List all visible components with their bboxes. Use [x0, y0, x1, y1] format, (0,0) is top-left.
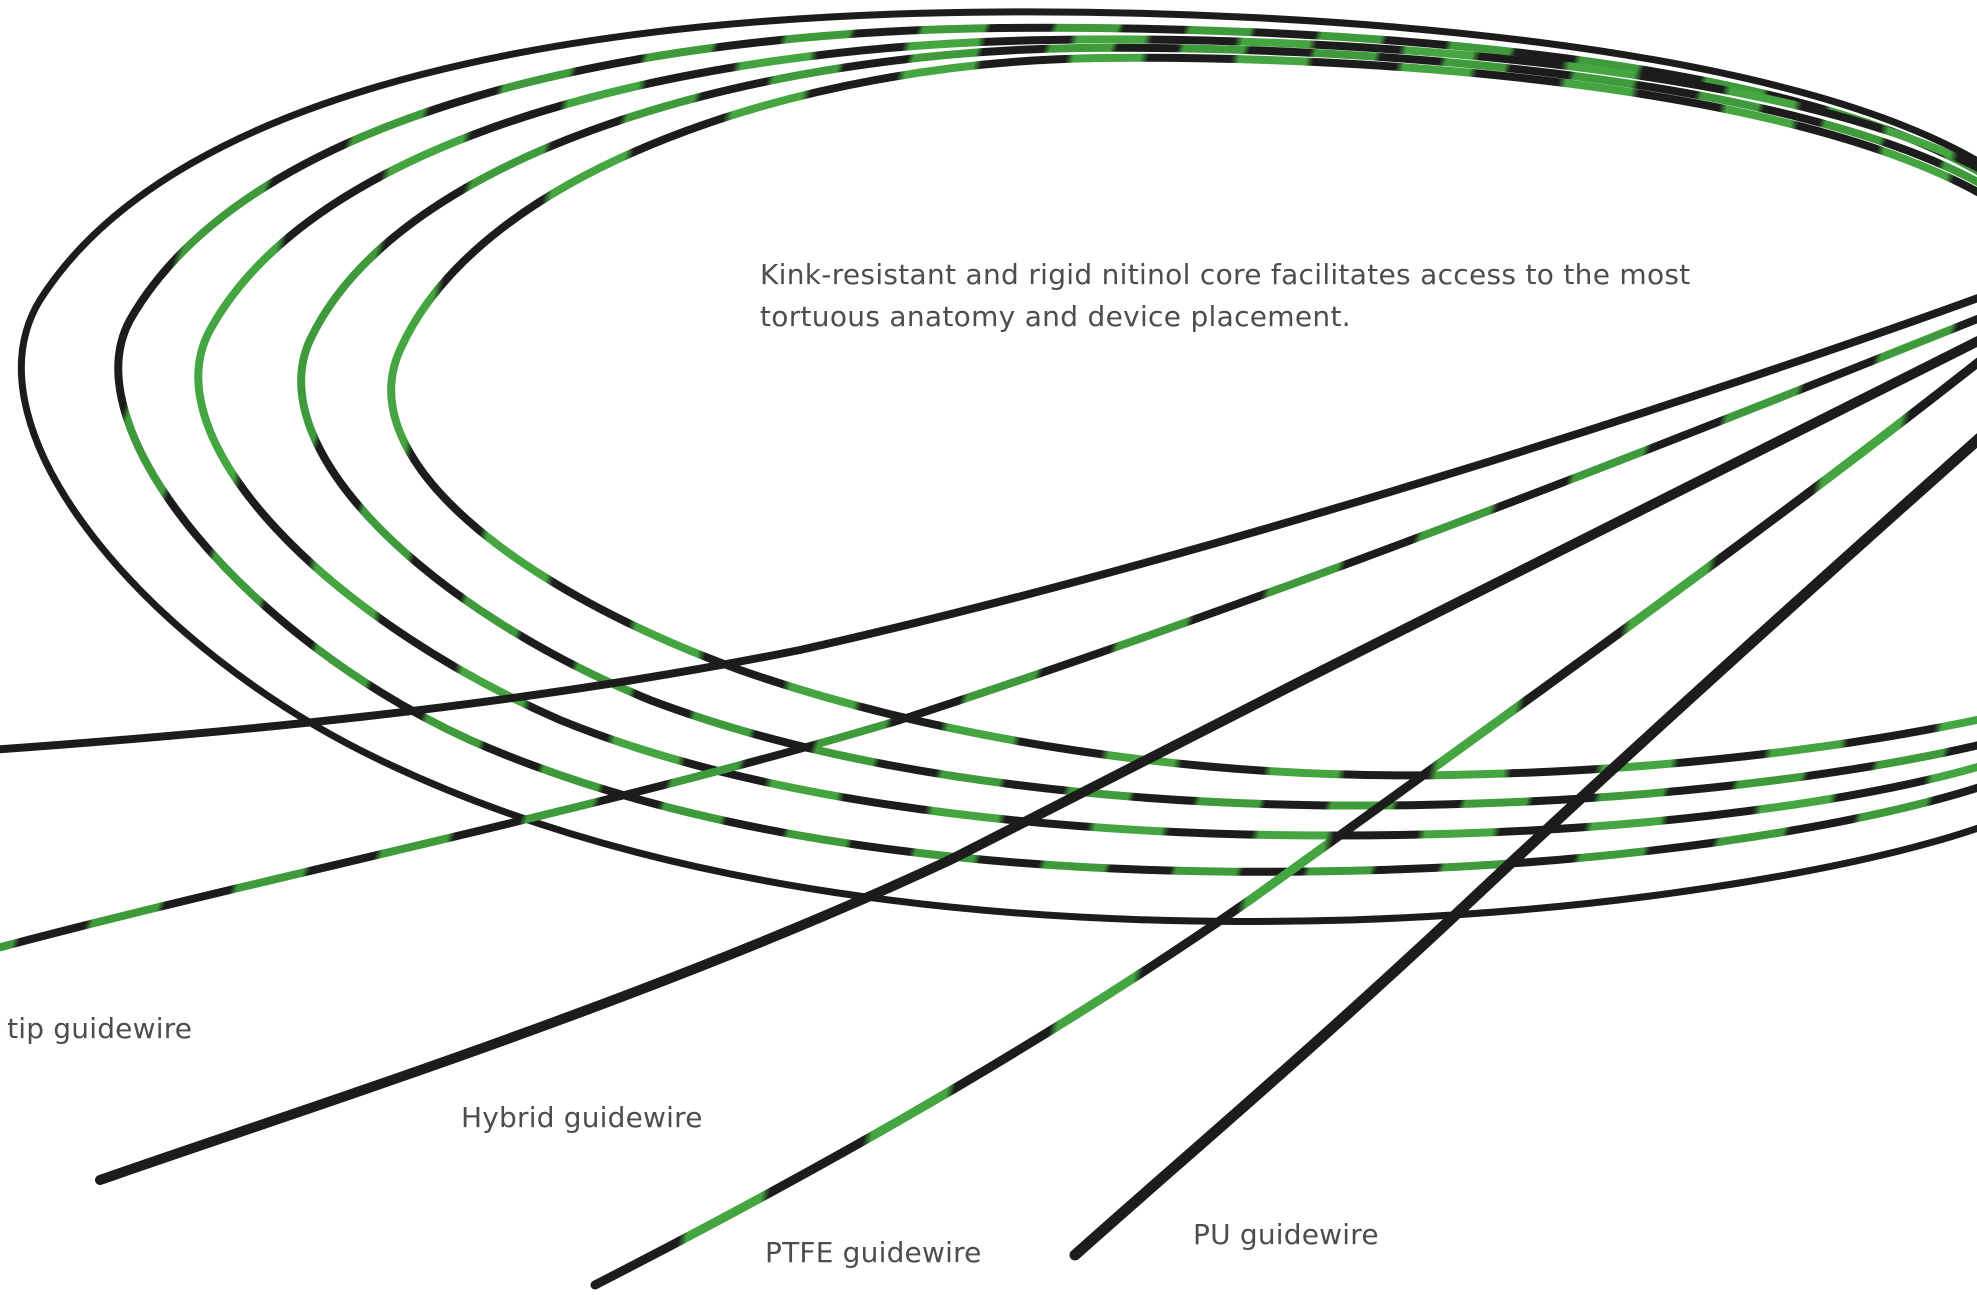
guidewire-tail-green [0, 314, 1977, 952]
description-text: Kink-resistant and rigid nitinol core fa… [760, 254, 1691, 338]
label-hybrid-guidewire: Hybrid guidewire [461, 1101, 703, 1134]
guidewire-tail-pu [1069, 433, 1977, 1261]
guidewire-loop-2 [114, 23, 1977, 876]
guidewire-outer-loop [17, 8, 1977, 925]
guidewire-tail-hybrid [95, 335, 1977, 1185]
label-ptfe-guidewire: PTFE guidewire [765, 1236, 982, 1269]
label-coiled-tip-guidewire: l tip guidewire [0, 1012, 193, 1045]
guidewire-loop-5 [387, 53, 1977, 780]
description-line-1: Kink-resistant and rigid nitinol core fa… [760, 258, 1691, 291]
description-line-2: tortuous anatomy and device placement. [760, 300, 1351, 333]
label-pu-guidewire: PU guidewire [1193, 1218, 1379, 1251]
guidewire-loop-4 [297, 43, 1977, 810]
guidewire-tail-coiled [0, 294, 1977, 754]
guidewire-tail-ptfe [590, 357, 1977, 1290]
guidewire-loop-3 [194, 35, 1977, 840]
